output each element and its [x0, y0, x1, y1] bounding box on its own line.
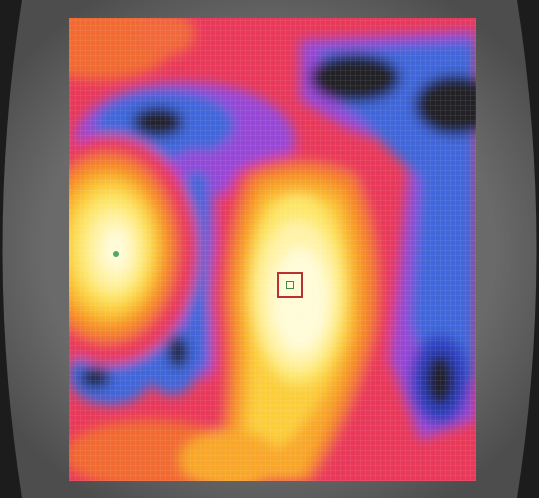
spot-cursor[interactable] [277, 272, 303, 298]
spot-cursor-center [286, 281, 294, 289]
measurement-grid [69, 18, 476, 481]
hotspot-marker [113, 251, 119, 257]
heatmap-field [69, 18, 476, 481]
